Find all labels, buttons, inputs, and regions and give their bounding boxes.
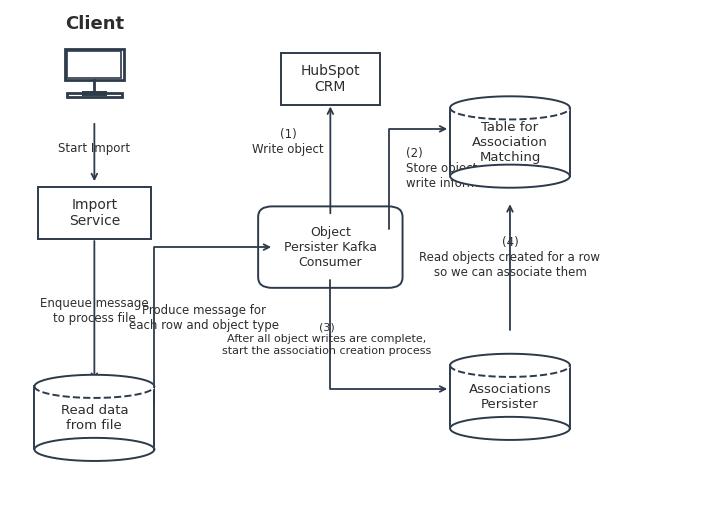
Polygon shape (35, 375, 154, 398)
FancyBboxPatch shape (281, 53, 380, 105)
Polygon shape (450, 417, 570, 440)
Text: (4)
Read objects created for a row
so we can associate them: (4) Read objects created for a row so we… (420, 236, 601, 279)
Text: Produce message for
each row and object type: Produce message for each row and object … (129, 304, 278, 332)
Polygon shape (35, 387, 154, 449)
Polygon shape (450, 165, 570, 188)
Polygon shape (450, 96, 570, 119)
FancyBboxPatch shape (67, 51, 121, 78)
FancyBboxPatch shape (65, 49, 124, 80)
FancyBboxPatch shape (258, 207, 403, 288)
Text: Import
Service: Import Service (69, 198, 120, 228)
Text: Enqueue message
to process file: Enqueue message to process file (40, 297, 148, 325)
Text: HubSpot
CRM: HubSpot CRM (300, 64, 360, 94)
Text: (2)
Store object
write information: (2) Store object write information (405, 147, 508, 190)
Text: Start Import: Start Import (58, 142, 131, 156)
FancyBboxPatch shape (38, 187, 151, 239)
Text: (3)
After all object writes are complete,
start the association creation process: (3) After all object writes are complete… (222, 322, 432, 356)
Text: Client: Client (65, 15, 124, 33)
FancyBboxPatch shape (67, 93, 122, 97)
Text: (1)
Write object: (1) Write object (252, 128, 324, 156)
Polygon shape (35, 438, 154, 461)
Text: Table for
Association
Matching: Table for Association Matching (472, 121, 548, 164)
Text: Associations
Persister: Associations Persister (469, 383, 552, 411)
FancyBboxPatch shape (83, 92, 106, 95)
Polygon shape (450, 365, 570, 429)
Polygon shape (450, 354, 570, 377)
Text: Object
Persister Kafka
Consumer: Object Persister Kafka Consumer (284, 226, 377, 269)
Text: Read data
from file: Read data from file (60, 404, 129, 432)
Polygon shape (450, 108, 570, 176)
